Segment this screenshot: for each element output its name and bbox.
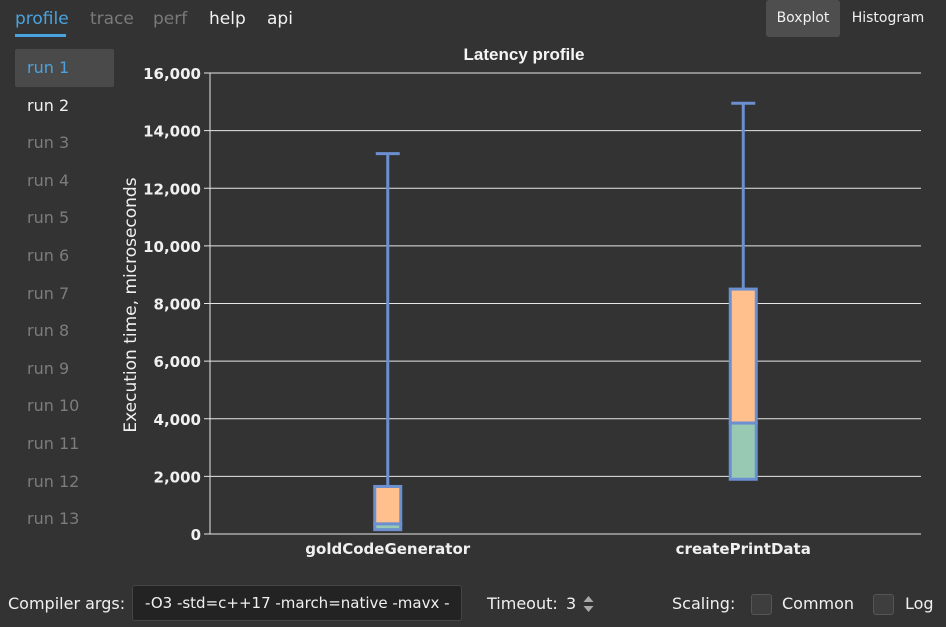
run-item[interactable]: run 2 bbox=[27, 95, 70, 115]
run-item[interactable]: run 7 bbox=[27, 283, 70, 303]
timeout-value[interactable]: 3 bbox=[566, 594, 577, 613]
upper-box bbox=[728, 287, 758, 425]
x-category-label: createPrintData bbox=[676, 540, 811, 558]
common-label: Common bbox=[782, 594, 855, 613]
log-label: Log bbox=[905, 594, 934, 613]
run-item[interactable]: run 10 bbox=[27, 396, 80, 416]
run-item[interactable]: run 8 bbox=[27, 321, 70, 341]
run-item[interactable]: run 4 bbox=[27, 170, 70, 190]
box-goldCodeGenerator bbox=[373, 152, 403, 532]
latency-boxplot-chart: Latency profile Execution time, microsec… bbox=[121, 45, 921, 558]
box-createPrintData bbox=[728, 101, 758, 481]
run-item[interactable]: run 9 bbox=[27, 358, 70, 378]
run-item[interactable]: run 11 bbox=[27, 433, 80, 453]
histogram-button[interactable]: Histogram bbox=[851, 10, 925, 26]
x-category-label: goldCodeGenerator bbox=[305, 540, 470, 558]
run-item[interactable]: run 3 bbox=[27, 133, 70, 153]
scaling-label: Scaling: bbox=[672, 594, 736, 613]
run-item[interactable]: run 1 bbox=[15, 49, 114, 87]
log-checkbox[interactable] bbox=[873, 594, 894, 615]
y-tick-label: 2,000 bbox=[154, 468, 201, 486]
run-item[interactable]: run 5 bbox=[27, 208, 70, 228]
common-checkbox[interactable] bbox=[751, 594, 772, 615]
y-tick-label: 10,000 bbox=[143, 238, 201, 256]
y-tick-label: 4,000 bbox=[154, 411, 201, 429]
run-item[interactable]: run 6 bbox=[27, 245, 70, 265]
compiler-args-input[interactable]: -O3 -std=c++17 -march=native -mavx - bbox=[132, 585, 462, 621]
gridlines bbox=[209, 72, 921, 535]
tab-api[interactable]: api bbox=[267, 9, 293, 29]
y-tick-label: 12,000 bbox=[143, 180, 201, 198]
y-axis-ticks: 0 2,000 4,000 6,000 8,000 10,000 12,000 14,000 1… bbox=[143, 65, 210, 544]
y-tick-label: 0 bbox=[191, 526, 201, 544]
run-list: run 1 run 2 run 3 run 4 run 5 run 6 run … bbox=[15, 49, 114, 538]
timeout-label: Timeout: bbox=[487, 594, 558, 613]
y-tick-label: 14,000 bbox=[143, 123, 201, 141]
tab-help[interactable]: help bbox=[209, 9, 246, 29]
chart-title: Latency profile bbox=[464, 45, 585, 64]
compiler-args-label: Compiler args: bbox=[8, 594, 126, 613]
tab-perf[interactable]: perf bbox=[153, 9, 188, 29]
y-axis-label: Execution time, microseconds bbox=[121, 177, 141, 432]
lower-box bbox=[373, 522, 403, 532]
boxplot-button[interactable]: Boxplot bbox=[766, 0, 840, 37]
upper-box bbox=[373, 484, 403, 526]
y-tick-label: 16,000 bbox=[143, 65, 201, 83]
active-tab-indicator bbox=[15, 34, 66, 37]
tab-profile[interactable]: profile bbox=[15, 9, 69, 29]
y-tick-label: 6,000 bbox=[154, 353, 201, 371]
lower-box bbox=[728, 421, 758, 481]
run-item[interactable]: run 13 bbox=[27, 509, 80, 529]
run-item[interactable]: run 12 bbox=[27, 471, 80, 491]
x-axis-categories: goldCodeGenerator createPrintData bbox=[305, 540, 811, 558]
tab-trace[interactable]: trace bbox=[90, 9, 134, 29]
stepper-arrows-icon[interactable] bbox=[582, 594, 595, 614]
boxes bbox=[373, 101, 758, 532]
y-tick-label: 8,000 bbox=[154, 296, 201, 314]
